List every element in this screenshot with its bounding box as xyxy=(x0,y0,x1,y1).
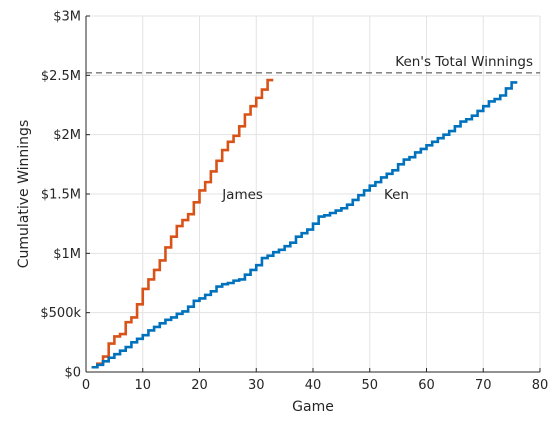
y-tick-label: $0 xyxy=(64,366,81,381)
x-tick-label: 40 xyxy=(305,378,322,393)
x-tick-label: 70 xyxy=(475,378,492,393)
series-label-james: James xyxy=(221,187,263,203)
y-tick-label: $2M xyxy=(53,128,81,143)
x-axis-label: Game xyxy=(292,399,334,415)
reference-line-group: Ken's Total Winnings xyxy=(86,54,540,74)
series-label-ken: Ken xyxy=(384,187,409,203)
y-tick-label: $3M xyxy=(53,10,81,25)
tick-labels: 0 10 20 30 40 50 60 70 80 $0 $500k $1M $1.5M $2M $2.5M… xyxy=(40,10,548,394)
y-tick-label: $1M xyxy=(53,247,81,262)
y-tick-label: $1.5M xyxy=(41,188,81,203)
series-group xyxy=(91,78,518,369)
x-tick-label: 0 xyxy=(82,378,90,393)
axes xyxy=(85,15,541,373)
series-line-ken xyxy=(91,81,518,369)
x-tick-label: 60 xyxy=(418,378,435,393)
y-axis-label: Cumulative Winnings xyxy=(16,120,32,268)
x-tick-label: 50 xyxy=(361,378,378,393)
reference-line-label: Ken's Total Winnings xyxy=(395,54,533,70)
y-tick-label: $500k xyxy=(40,306,81,321)
series-line-james xyxy=(91,78,274,369)
x-tick-label: 30 xyxy=(248,378,265,393)
x-tick-label: 20 xyxy=(191,378,208,393)
y-tick-label: $2.5M xyxy=(41,69,81,84)
x-tick-label: 80 xyxy=(532,378,549,393)
annotations: James Ken xyxy=(221,187,409,203)
x-tick-label: 10 xyxy=(134,378,151,393)
